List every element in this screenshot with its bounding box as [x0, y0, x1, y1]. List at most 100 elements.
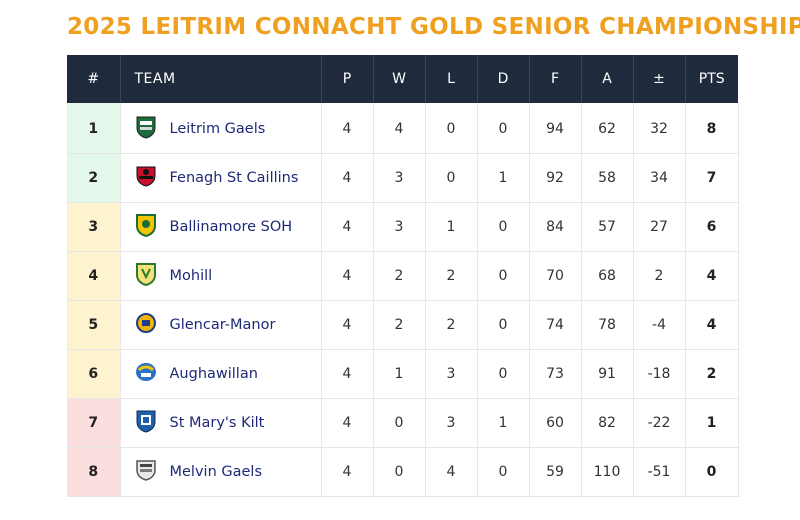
team-name-link[interactable]: Glencar-Manor	[169, 317, 276, 333]
for-cell: 70	[528, 251, 581, 301]
team-name-link[interactable]: Mohill	[169, 268, 213, 284]
lost-cell: 2	[424, 251, 477, 301]
header-lost[interactable]: L	[424, 55, 477, 103]
drawn-cell: 0	[476, 251, 529, 301]
won-cell: 0	[372, 398, 425, 448]
played-cell: 4	[320, 447, 373, 497]
against-cell: 91	[580, 349, 633, 399]
for-cell: 92	[528, 153, 581, 203]
header-position[interactable]: #	[67, 55, 120, 103]
points-cell: 1	[684, 398, 739, 448]
lost-cell: 2	[424, 300, 477, 350]
won-cell: 3	[372, 153, 425, 203]
played-cell: 4	[320, 349, 373, 399]
played-cell: 4	[320, 103, 373, 154]
header-drawn[interactable]: D	[476, 55, 529, 103]
won-cell: 0	[372, 447, 425, 497]
ballinamore-soh-crest-icon	[135, 213, 157, 241]
header-team[interactable]: TEAM	[119, 55, 321, 103]
team-cell[interactable]: St Mary's Kilt	[119, 398, 321, 448]
leitrim-gaels-crest-icon	[135, 115, 157, 143]
team-cell[interactable]: Fenagh St Caillins	[119, 153, 321, 203]
header-for[interactable]: F	[528, 55, 581, 103]
against-cell: 62	[580, 103, 633, 154]
won-cell: 3	[372, 202, 425, 252]
team-cell[interactable]: Leitrim Gaels	[119, 103, 321, 154]
lost-cell: 3	[424, 349, 477, 399]
lost-cell: 1	[424, 202, 477, 252]
table-row[interactable]: 2 Fenagh St Caillins 4 3 0 1 92 58 34 7	[67, 153, 739, 203]
for-cell: 59	[528, 447, 581, 497]
drawn-cell: 0	[476, 202, 529, 252]
won-cell: 2	[372, 300, 425, 350]
against-cell: 82	[580, 398, 633, 448]
lost-cell: 0	[424, 103, 477, 154]
difference-cell: -4	[632, 300, 685, 350]
team-name-link[interactable]: Aughawillan	[169, 366, 258, 382]
points-cell: 6	[684, 202, 739, 252]
difference-cell: 34	[632, 153, 685, 203]
header-points[interactable]: PTS	[684, 55, 738, 103]
team-name-link[interactable]: Ballinamore SOH	[169, 219, 293, 235]
won-cell: 1	[372, 349, 425, 399]
won-cell: 4	[372, 103, 425, 154]
points-cell: 0	[684, 447, 739, 497]
team-cell[interactable]: Glencar-Manor	[119, 300, 321, 350]
position-cell: 6	[67, 349, 120, 399]
points-cell: 7	[684, 153, 739, 203]
team-name-link[interactable]: Fenagh St Caillins	[169, 170, 299, 186]
drawn-cell: 0	[476, 349, 529, 399]
difference-cell: -18	[632, 349, 685, 399]
team-cell[interactable]: Melvin Gaels	[119, 447, 321, 497]
played-cell: 4	[320, 300, 373, 350]
header-difference[interactable]: ±	[632, 55, 685, 103]
table-header: # TEAM P W L D F A ± PTS	[67, 55, 738, 103]
for-cell: 84	[528, 202, 581, 252]
points-cell: 4	[684, 251, 739, 301]
table-row[interactable]: 6 Aughawillan 4 1 3 0 73 91 -18 2	[67, 349, 739, 399]
lost-cell: 4	[424, 447, 477, 497]
header-played[interactable]: P	[320, 55, 373, 103]
team-name-link[interactable]: Melvin Gaels	[169, 464, 263, 480]
drawn-cell: 0	[476, 103, 529, 154]
against-cell: 58	[580, 153, 633, 203]
for-cell: 60	[528, 398, 581, 448]
drawn-cell: 1	[476, 153, 529, 203]
lost-cell: 3	[424, 398, 477, 448]
drawn-cell: 0	[476, 300, 529, 350]
glencar-manor-crest-icon	[135, 311, 157, 339]
position-cell: 7	[67, 398, 120, 448]
difference-cell: -51	[632, 447, 685, 497]
standings-table: # TEAM P W L D F A ± PTS 1 Leitrim Gaels 4…	[67, 55, 739, 497]
table-row[interactable]: 1 Leitrim Gaels 4 4 0 0 94 62 32 8	[67, 103, 739, 154]
page-title: 2025 LEITRIM CONNACHT GOLD SENIOR CHAMPI…	[67, 14, 800, 40]
table-row[interactable]: 7 St Mary's Kilt 4 0 3 1 60 82 -22 1	[67, 398, 739, 448]
against-cell: 68	[580, 251, 633, 301]
team-cell[interactable]: Mohill	[119, 251, 321, 301]
team-name-link[interactable]: Leitrim Gaels	[169, 121, 266, 137]
table-body: 1 Leitrim Gaels 4 4 0 0 94 62 32 8 2 Fenagh St Cail…	[67, 103, 739, 497]
table-row[interactable]: 4 Mohill 4 2 2 0 70 68 2 4	[67, 251, 739, 301]
aughawillan-crest-icon	[135, 360, 157, 388]
mohill-crest-icon	[135, 262, 157, 290]
header-won[interactable]: W	[372, 55, 425, 103]
against-cell: 110	[580, 447, 633, 497]
won-cell: 2	[372, 251, 425, 301]
table-row[interactable]: 8 Melvin Gaels 4 0 4 0 59 110 -51 0	[67, 447, 739, 497]
difference-cell: 32	[632, 103, 685, 154]
position-cell: 1	[67, 103, 120, 154]
fenagh-st-caillins-crest-icon	[135, 164, 157, 192]
lost-cell: 0	[424, 153, 477, 203]
team-name-link[interactable]: St Mary's Kilt	[169, 415, 265, 431]
header-against[interactable]: A	[580, 55, 633, 103]
st-marys-kilt-crest-icon	[135, 409, 157, 437]
played-cell: 4	[320, 251, 373, 301]
played-cell: 4	[320, 398, 373, 448]
team-cell[interactable]: Ballinamore SOH	[119, 202, 321, 252]
table-row[interactable]: 5 Glencar-Manor 4 2 2 0 74 78 -4 4	[67, 300, 739, 350]
table-row[interactable]: 3 Ballinamore SOH 4 3 1 0 84 57 27 6	[67, 202, 739, 252]
points-cell: 8	[684, 103, 739, 154]
difference-cell: 27	[632, 202, 685, 252]
against-cell: 78	[580, 300, 633, 350]
team-cell[interactable]: Aughawillan	[119, 349, 321, 399]
